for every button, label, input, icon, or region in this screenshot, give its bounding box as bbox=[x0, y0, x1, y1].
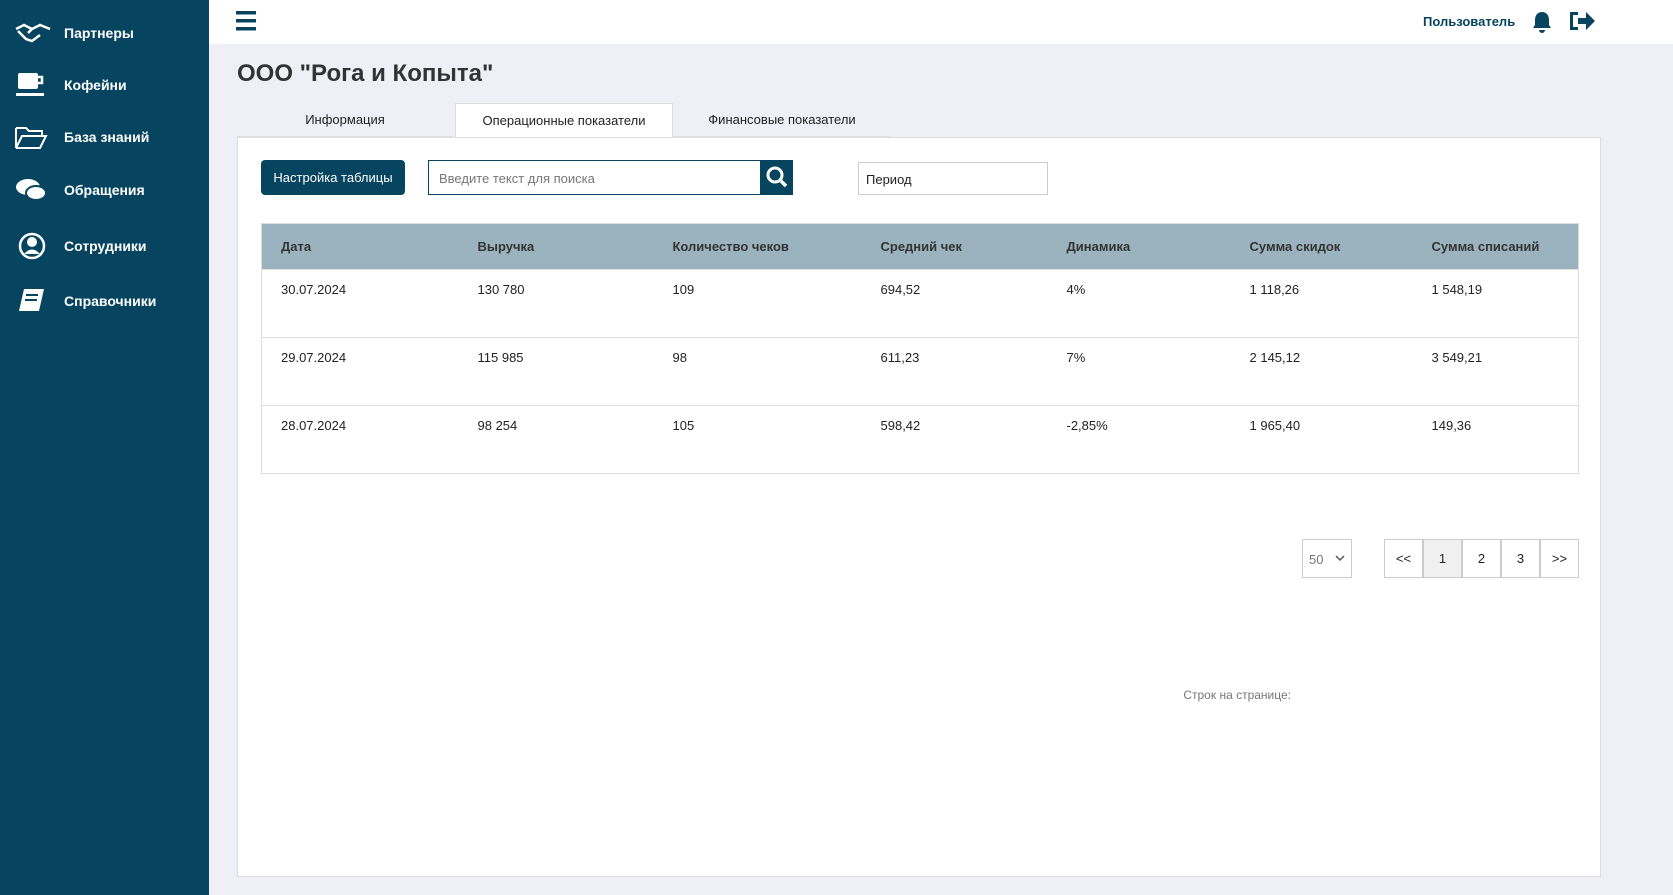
column-header: Сумма списаний bbox=[1412, 223, 1579, 270]
table-cell: 29.07.2024 bbox=[261, 337, 459, 406]
table-cell: 105 bbox=[653, 405, 862, 474]
table-cell: 4% bbox=[1047, 269, 1231, 338]
table-cell: 598,42 bbox=[861, 405, 1048, 474]
table-cell: 115 985 bbox=[458, 337, 654, 406]
nav-label: Обращения bbox=[64, 182, 145, 198]
table-cell: -2,85% bbox=[1047, 405, 1231, 474]
menu-button[interactable] bbox=[236, 10, 258, 32]
table-row: 28.07.2024 98 254 105 598,42 -2,85% 1 965,40 1… bbox=[261, 405, 1579, 474]
search-button[interactable] bbox=[760, 160, 793, 195]
icon bbox=[16, 73, 44, 96]
table-cell: 7% bbox=[1047, 337, 1231, 406]
page-button[interactable]: >> bbox=[1540, 539, 1579, 578]
logout-button[interactable] bbox=[1568, 10, 1596, 32]
tab[interactable]: Финансовые показатели bbox=[673, 103, 891, 137]
sidebar: Партнеры Кофейни База знаний Обращения С… bbox=[0, 0, 209, 895]
nav-label: База знаний bbox=[64, 129, 150, 145]
table-cell: 28.07.2024 bbox=[261, 405, 459, 474]
table-cell: 694,52 bbox=[861, 269, 1048, 338]
table-cell: 1 965,40 bbox=[1230, 405, 1413, 474]
table-cell: 1 548,19 bbox=[1412, 269, 1579, 338]
table-row: 29.07.2024 115 985 98 611,23 7% 2 145,12 3 549… bbox=[261, 337, 1579, 406]
nav-item[interactable]: Обращения bbox=[0, 168, 209, 212]
page-button[interactable]: 3 bbox=[1501, 539, 1540, 578]
period-input[interactable]: Период bbox=[858, 162, 1048, 195]
page-button[interactable]: << bbox=[1384, 539, 1423, 578]
table-row: 30.07.2024 130 780 109 694,52 4% 1 118,26 1 54… bbox=[261, 269, 1579, 338]
page-button[interactable]: 1 bbox=[1423, 539, 1462, 578]
icon bbox=[15, 23, 51, 43]
data-table: Дата Выручка Количество чеков Средний чек Ди… bbox=[261, 223, 1579, 474]
search-input[interactable]: Введите текст для поиска bbox=[428, 160, 760, 195]
nav-item[interactable]: Партнеры bbox=[0, 11, 209, 55]
nav-item[interactable]: Кофейни bbox=[0, 63, 209, 107]
nav-label: Справочники bbox=[64, 293, 157, 309]
table-cell: 2 145,12 bbox=[1230, 337, 1413, 406]
table-cell: 109 bbox=[653, 269, 862, 338]
rows-per-page-label: Строк на странице: bbox=[1183, 688, 1291, 702]
table-cell: 130 780 bbox=[458, 269, 654, 338]
chevron bbox=[1335, 555, 1345, 562]
user-link[interactable]: Пользователь bbox=[1423, 14, 1516, 29]
page-button[interactable]: 2 bbox=[1462, 539, 1501, 578]
icon bbox=[18, 232, 46, 260]
table-cell: 98 254 bbox=[458, 405, 654, 474]
nav-label: Партнеры bbox=[64, 25, 134, 41]
column-header: Количество чеков bbox=[653, 223, 862, 270]
table-body: 30.07.2024 130 780 109 694,52 4% 1 118,26 1 54… bbox=[261, 269, 1579, 474]
page-size-value: 50 bbox=[1309, 552, 1324, 567]
table-cell: 3 549,21 bbox=[1412, 337, 1579, 406]
column-header: Сумма скидок bbox=[1230, 223, 1413, 270]
page-title: ООО "Рога и Копыта" bbox=[237, 60, 494, 87]
content-panel: Настройка таблицы Введите текст для поис… bbox=[237, 137, 1601, 877]
table-cell: 98 bbox=[653, 337, 862, 406]
nav-item[interactable]: База знаний bbox=[0, 115, 209, 159]
icon bbox=[15, 127, 48, 149]
notifications-button[interactable] bbox=[1532, 11, 1552, 33]
table-cell: 30.07.2024 bbox=[261, 269, 459, 338]
nav-label: Сотрудники bbox=[64, 238, 147, 254]
header: Пользователь bbox=[209, 0, 1673, 44]
table-cell: 149,36 bbox=[1412, 405, 1579, 474]
nav-label: Кофейни bbox=[64, 77, 127, 93]
nav-item[interactable]: Сотрудники bbox=[0, 224, 209, 268]
column-header: Дата bbox=[261, 223, 459, 270]
column-header: Выручка bbox=[458, 223, 654, 270]
table-header: Дата Выручка Количество чеков Средний чек Ди… bbox=[261, 223, 1579, 270]
tab-active[interactable]: Операционные показатели bbox=[455, 103, 673, 137]
column-header: Средний чек bbox=[861, 223, 1048, 270]
page-size-select[interactable]: 50 bbox=[1302, 539, 1352, 578]
table-cell: 1 118,26 bbox=[1230, 269, 1413, 338]
icon bbox=[19, 289, 44, 311]
column-header: Динамика bbox=[1047, 223, 1231, 270]
nav-item[interactable]: Справочники bbox=[0, 279, 209, 323]
table-settings-button[interactable]: Настройка таблицы bbox=[261, 160, 405, 195]
tab[interactable]: Информация bbox=[237, 103, 453, 137]
icon bbox=[16, 179, 47, 201]
table-cell: 611,23 bbox=[861, 337, 1048, 406]
